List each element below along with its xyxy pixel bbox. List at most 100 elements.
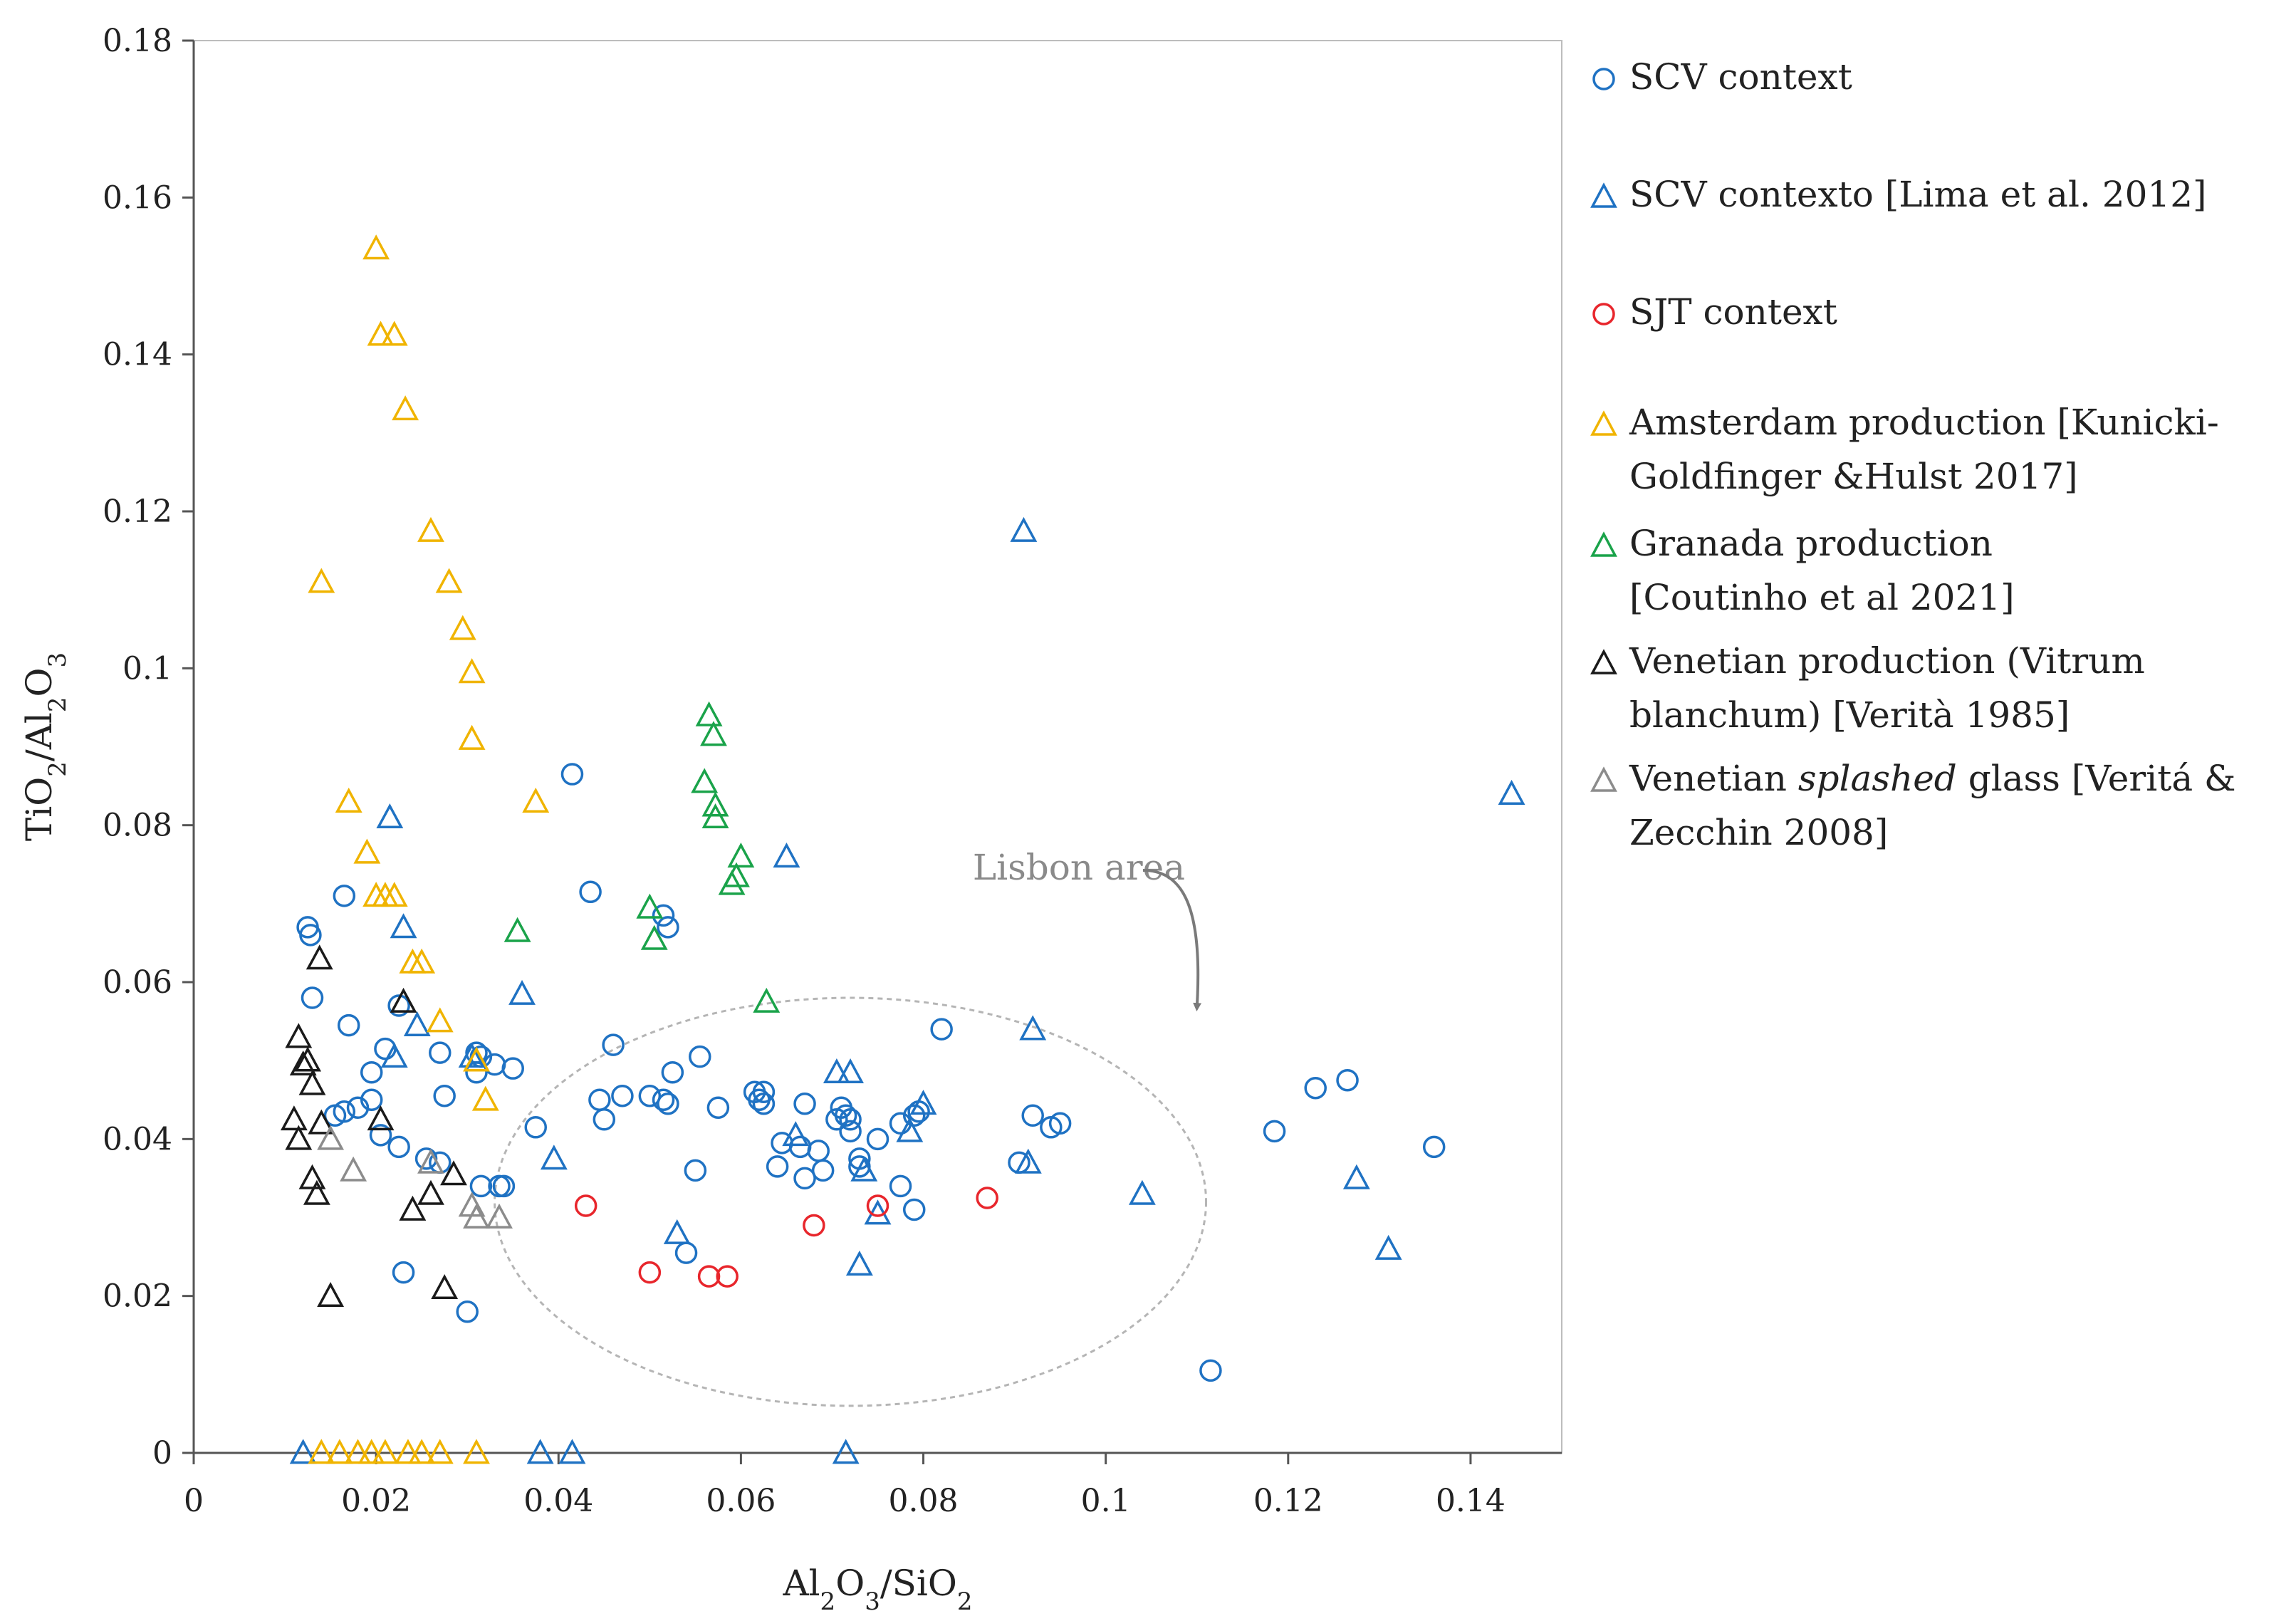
y-tick-label: 0.16 — [103, 179, 172, 216]
lisbon-area-ellipse — [494, 996, 1208, 1407]
legend-label: Zecchin 2008] — [1629, 812, 1888, 853]
data-point — [333, 885, 356, 907]
legend-label: SCV context — [1629, 56, 1852, 98]
data-point — [902, 1104, 926, 1127]
data-point — [376, 803, 404, 828]
data-point — [782, 1121, 810, 1147]
data-point — [372, 1439, 399, 1464]
y-tick-label: 0.1 — [122, 650, 172, 687]
data-point — [560, 763, 584, 786]
data-point — [492, 1174, 516, 1198]
data-point — [294, 1046, 322, 1072]
series-1 — [289, 516, 1525, 1464]
data-point — [285, 1125, 313, 1150]
data-point — [399, 1195, 427, 1221]
data-point — [845, 1250, 873, 1276]
data-point — [1199, 1359, 1222, 1382]
legend-label: Amsterdam production [Kunicki- — [1629, 402, 2219, 443]
data-point — [408, 1439, 436, 1464]
data-point — [1019, 1015, 1047, 1041]
data-point — [486, 1203, 513, 1229]
data-point — [317, 1281, 345, 1308]
data-point — [1304, 1076, 1327, 1100]
data-point — [727, 843, 755, 868]
data-point — [503, 917, 531, 942]
data-point — [652, 904, 675, 927]
y-tick-label: 0.06 — [103, 964, 172, 1001]
data-point — [392, 395, 419, 421]
data-point — [602, 1033, 625, 1056]
y-tick-label: 0.14 — [103, 337, 172, 373]
data-point — [298, 1070, 326, 1095]
legend-label: Venetian production (Vitrum — [1629, 640, 2145, 682]
data-point — [896, 1117, 924, 1142]
data-point — [889, 1174, 912, 1198]
legend-label: Venetian splashed glass [Veritá & — [1629, 758, 2236, 799]
legend-item-1: SCV contexto [Lima et al. 2012] — [1590, 174, 2207, 215]
data-point — [663, 1219, 691, 1244]
legend-label: Granada production — [1629, 523, 1993, 564]
y-axis-title: TiO2/Al2O3 — [19, 652, 72, 841]
data-point — [691, 768, 719, 793]
data-point — [579, 880, 602, 904]
legend-label: SJT context — [1629, 291, 1837, 333]
data-point — [837, 1058, 865, 1084]
data-point — [684, 1159, 707, 1182]
legend-label: Goldfinger &Hulst 2017] — [1629, 456, 2078, 497]
data-point — [285, 1023, 313, 1048]
data-point — [471, 1085, 499, 1111]
legend-label: SCV contexto [Lima et al. 2012] — [1629, 174, 2207, 215]
legend-item-4: Granada production [Coutinho et al 2021] — [1590, 523, 2015, 618]
data-point — [1342, 1164, 1370, 1189]
data-point — [611, 1084, 634, 1107]
data-point — [718, 870, 746, 895]
data-point — [716, 1265, 739, 1288]
data-point — [930, 1018, 953, 1041]
data-point — [695, 701, 723, 726]
data-point — [395, 1439, 422, 1464]
data-point — [417, 1148, 444, 1174]
x-tick-label: 0 — [184, 1483, 204, 1519]
data-point — [299, 924, 322, 947]
legend-item-2: SJT context — [1592, 291, 1837, 333]
data-point — [1336, 1068, 1359, 1092]
data-point — [380, 1042, 408, 1068]
data-point — [501, 1057, 524, 1080]
lisbon-area-arrow — [1142, 869, 1202, 1012]
data-point — [463, 1439, 490, 1464]
lisbon-area-label: Lisbon area — [973, 847, 1185, 888]
data-point — [689, 1045, 711, 1068]
data-point — [752, 1093, 776, 1115]
data-point — [753, 987, 781, 1013]
y-tick-label: 0.04 — [103, 1121, 172, 1157]
data-point — [380, 882, 408, 907]
data-point — [832, 1439, 860, 1464]
data-point — [839, 1108, 862, 1131]
data-point — [298, 1164, 326, 1189]
legend-marker — [1590, 182, 1617, 208]
data-point — [289, 1439, 317, 1464]
data-point — [340, 1156, 367, 1182]
data-point — [417, 516, 444, 542]
data-point — [360, 1060, 383, 1084]
data-point — [440, 1160, 467, 1186]
y-tick-label: 0.02 — [103, 1278, 172, 1315]
data-point — [1374, 1234, 1402, 1260]
data-point — [640, 924, 668, 950]
data-point — [280, 1105, 308, 1131]
legend-item-5: Venetian production (Vitrum blanchum) [Ve… — [1590, 640, 2145, 736]
y-tick-label: 0.08 — [103, 808, 172, 844]
data-point — [657, 916, 679, 939]
data-point — [706, 1096, 730, 1120]
legend-label: blanchum) [Verità 1985] — [1629, 694, 2070, 736]
data-point — [458, 1042, 486, 1068]
data-point — [558, 1439, 586, 1464]
data-point — [335, 787, 362, 813]
x-tick-label: 0.1 — [1081, 1483, 1131, 1519]
legend-marker — [1592, 303, 1615, 325]
x-axis-title: Al2O3/SiO2 — [782, 1563, 972, 1616]
data-point — [839, 1120, 862, 1143]
data-point — [308, 568, 335, 593]
legend-item-0: SCV context — [1592, 56, 1852, 98]
data-point — [367, 1105, 395, 1131]
